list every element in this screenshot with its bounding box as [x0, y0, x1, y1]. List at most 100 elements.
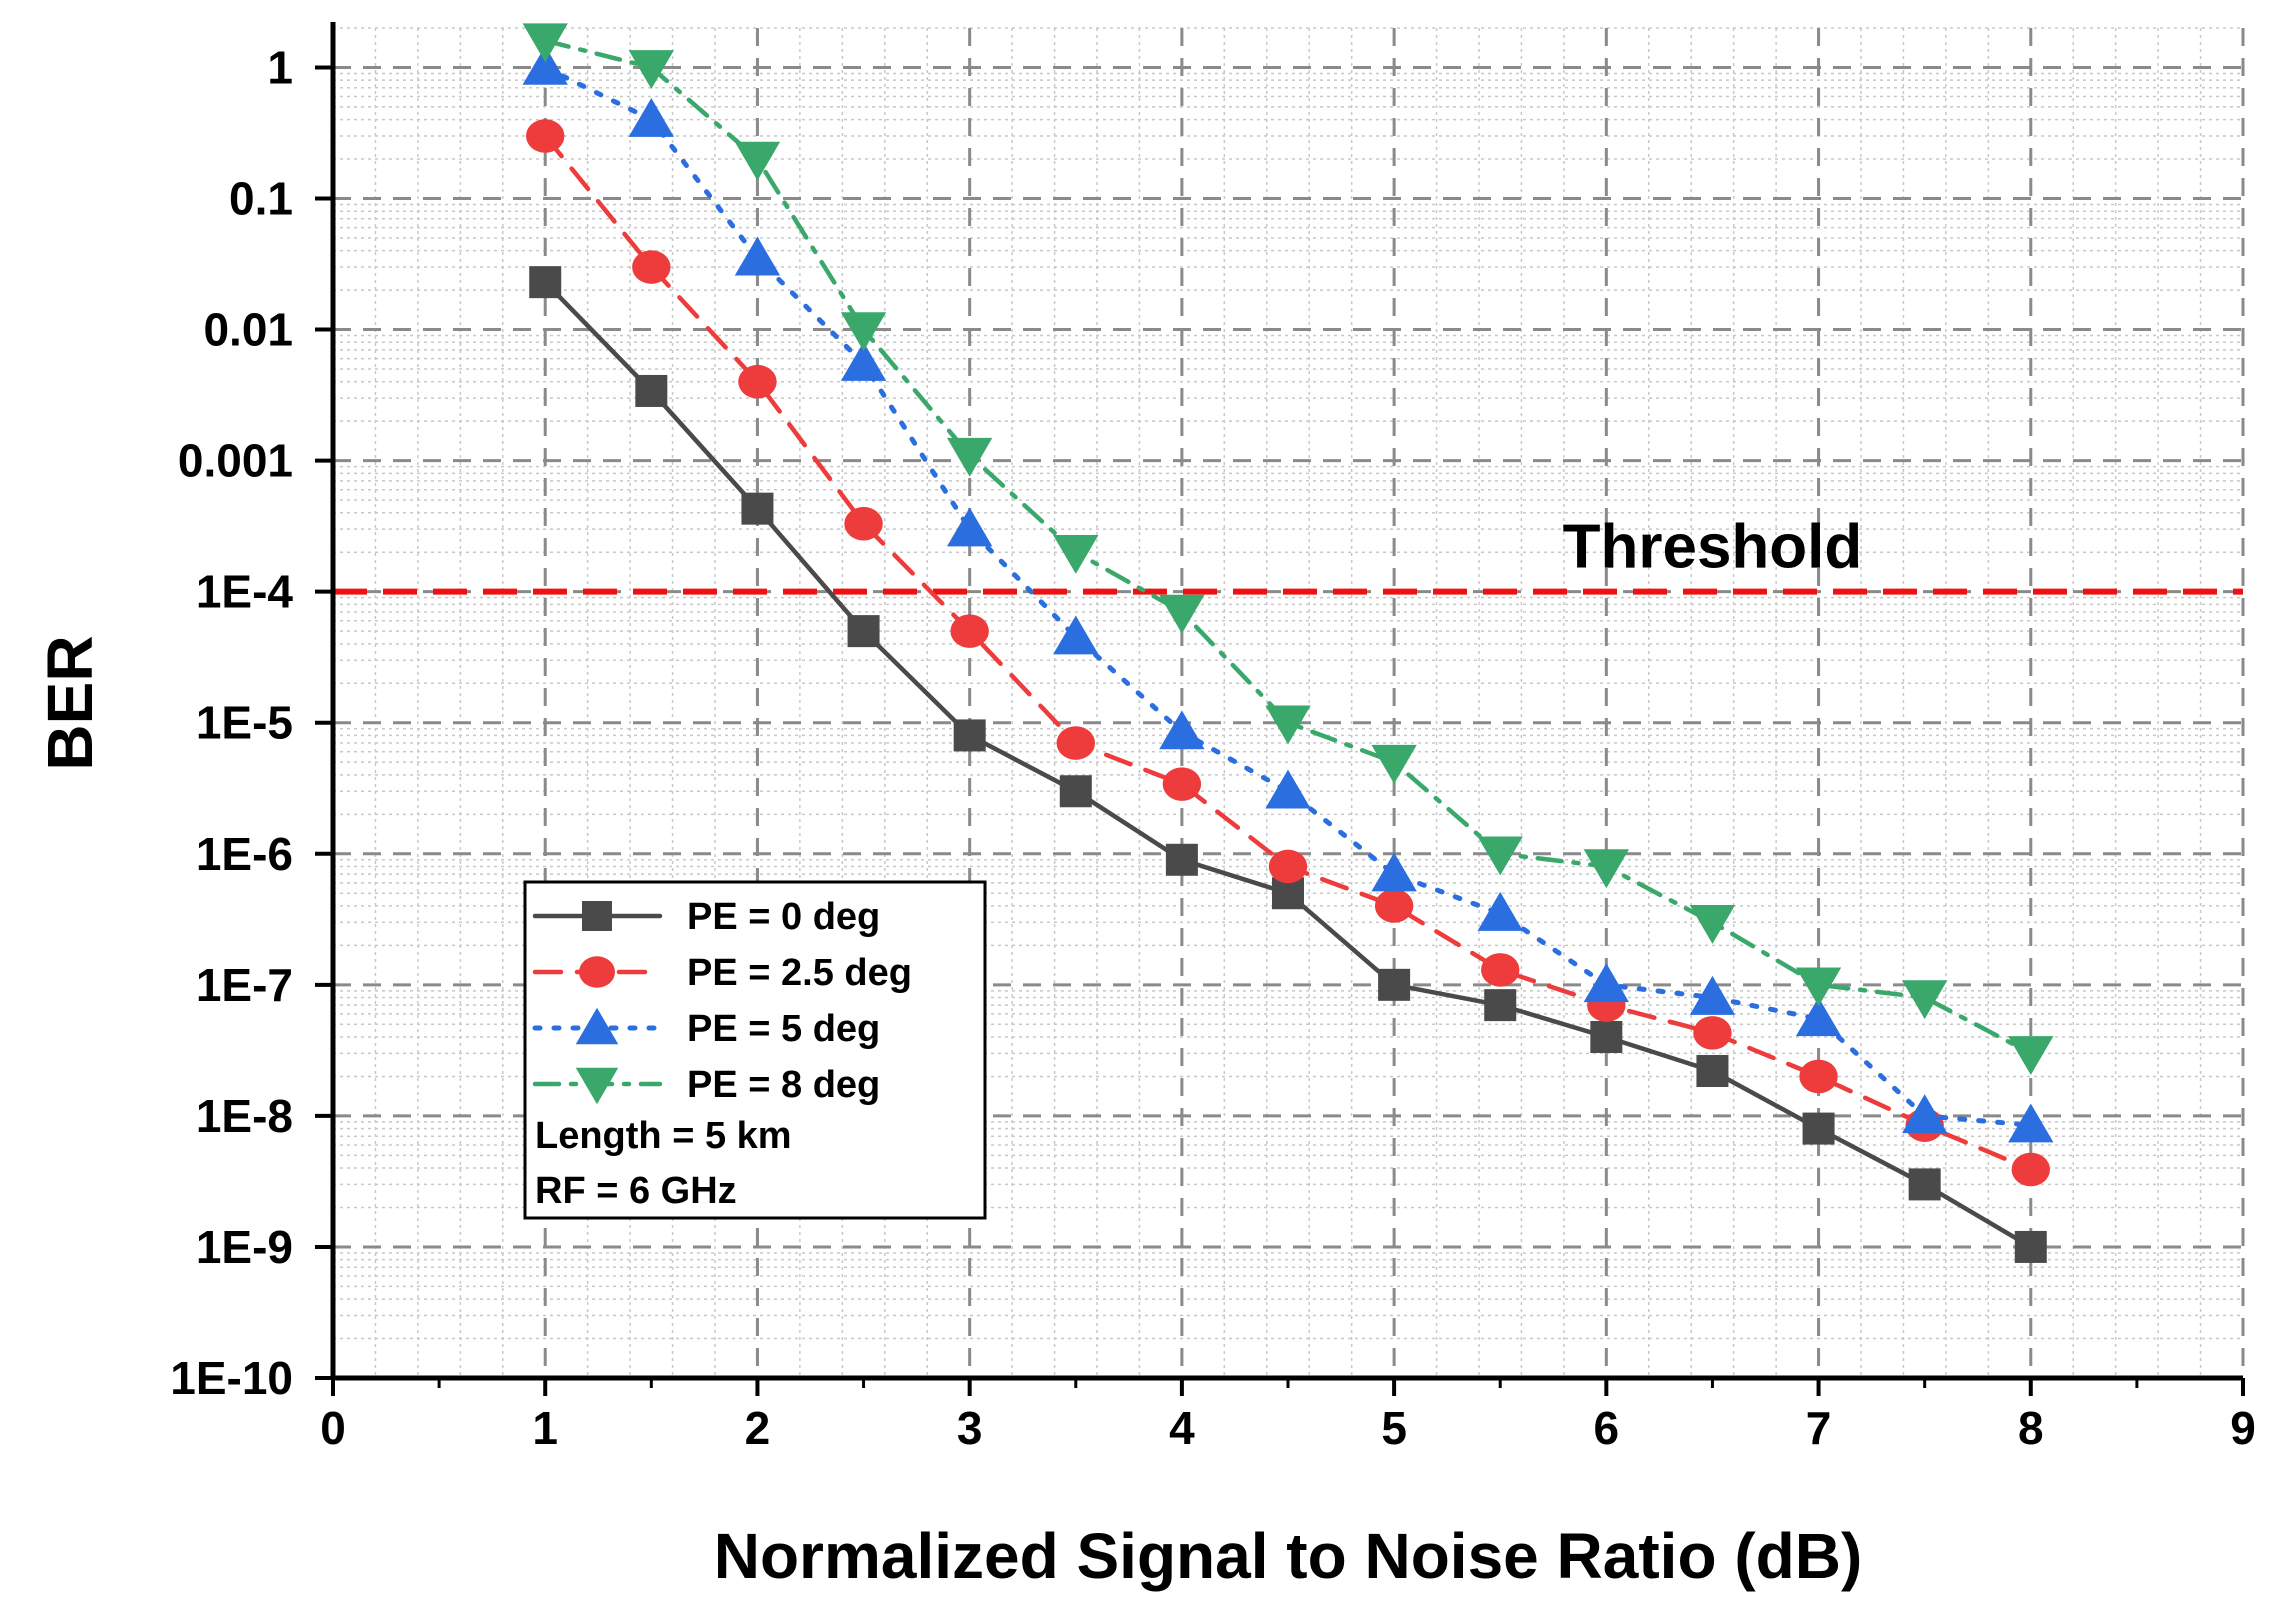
- legend-label: PE = 5 deg: [687, 1008, 880, 1050]
- x-tick-label: 3: [957, 1402, 983, 1454]
- series-point: [1901, 1094, 1948, 1134]
- y-tick-label: 1E-8: [196, 1090, 293, 1142]
- legend-entries: PE = 0 deg PE = 2.5 deg PE = 5 deg PE = 8 d…: [532, 896, 912, 1106]
- series-point: [2014, 1230, 2047, 1263]
- y-tick-label: 1E-4: [196, 566, 294, 618]
- series-point: [1799, 1059, 1838, 1094]
- series-point: [632, 250, 671, 284]
- series-point: [1689, 905, 1736, 944]
- y-tick-label: 0.01: [203, 304, 293, 356]
- legend-entry: PE = 2.5 deg: [532, 952, 912, 994]
- series-point: [2008, 1103, 2054, 1143]
- series-point: [840, 341, 887, 381]
- series-point: [1481, 953, 1520, 987]
- x-tick-label: 1: [532, 1402, 558, 1454]
- x-tick-label: 6: [1594, 1402, 1620, 1454]
- series-point: [628, 50, 675, 90]
- legend-label: PE = 8 deg: [687, 1064, 880, 1106]
- legend-entry: PE = 5 deg: [532, 1007, 880, 1050]
- series-2: [522, 45, 2054, 1143]
- x-tick-label: 9: [2230, 1402, 2256, 1454]
- x-tick-label: 5: [1381, 1402, 1407, 1454]
- series-line: [542, 64, 2034, 1128]
- series-point: [1265, 705, 1311, 745]
- y-tick-label: 0.1: [229, 173, 293, 225]
- threshold-layer: Threshold: [333, 513, 2243, 595]
- series-point: [1583, 963, 1630, 1003]
- series-point: [1378, 968, 1411, 1001]
- series-point: [1477, 836, 1523, 876]
- series-point: [1268, 849, 1308, 884]
- series-point: [1802, 1112, 1835, 1145]
- series-1: [526, 119, 2050, 1187]
- series-point: [1159, 710, 1205, 750]
- legend-swatch-marker: [575, 1067, 619, 1105]
- series-point: [1059, 775, 1092, 808]
- series-point: [1371, 852, 1417, 892]
- x-tick-label: 0: [320, 1402, 346, 1454]
- legend-label: PE = 0 deg: [687, 896, 880, 938]
- series-point: [1162, 767, 1202, 801]
- legend-note-length: Length = 5 km: [535, 1115, 792, 1157]
- series-point: [1901, 980, 1948, 1020]
- series-point: [522, 23, 568, 63]
- x-ticks: 0 1 2 3 4 5 6 7 8 9: [320, 1378, 2256, 1454]
- x-tick-label: 7: [1806, 1402, 1832, 1454]
- y-tick-label: 1E-7: [196, 959, 293, 1011]
- series-point: [734, 141, 781, 181]
- series-point: [1908, 1168, 1941, 1201]
- series-point: [840, 312, 887, 352]
- series-point: [1590, 1020, 1623, 1053]
- series-point: [522, 45, 568, 85]
- series-point: [1056, 726, 1095, 760]
- series-layer: [522, 23, 2054, 1263]
- series-point: [628, 98, 675, 137]
- series-point: [844, 506, 883, 541]
- y-ticks: 1 0.1 0.01 0.001 1E-4 1E-5 1E-6 1E-7 1E-8 1E-9 1E-…: [170, 41, 333, 1404]
- series-point: [529, 266, 562, 299]
- series-3: [522, 23, 2054, 1075]
- x-tick-label: 2: [745, 1402, 771, 1454]
- series-point: [950, 614, 989, 648]
- legend-label: PE = 2.5 deg: [687, 952, 912, 994]
- series-point: [1795, 967, 1842, 1007]
- series-0: [529, 266, 2047, 1263]
- series-point: [1484, 989, 1517, 1022]
- series-point: [2008, 1036, 2054, 1075]
- series-point: [1689, 975, 1736, 1015]
- y-tick-label: 1: [267, 41, 293, 93]
- series-point: [1374, 889, 1414, 923]
- series-point: [2011, 1152, 2050, 1187]
- y-axis-title: BER: [34, 635, 106, 770]
- series-point: [946, 437, 993, 477]
- series-point: [526, 119, 565, 153]
- legend-entry: PE = 8 deg: [532, 1064, 880, 1106]
- series-point: [1165, 843, 1198, 876]
- x-tick-label: 4: [1169, 1402, 1195, 1454]
- series-point: [1477, 891, 1523, 931]
- series-point: [1696, 1055, 1729, 1088]
- series-point: [1693, 1016, 1732, 1050]
- y-tick-label: 1E-10: [170, 1352, 293, 1404]
- series-point: [953, 719, 986, 752]
- series-point: [635, 374, 668, 407]
- legend-swatch-marker: [582, 901, 612, 931]
- series-point: [1053, 615, 1099, 655]
- series-point: [1371, 744, 1417, 784]
- series-point: [946, 507, 993, 547]
- series-point: [1265, 769, 1311, 809]
- x-tick-label: 8: [2018, 1402, 2044, 1454]
- series-point: [1795, 997, 1842, 1037]
- y-tick-label: 1E-5: [196, 697, 293, 749]
- x-axis-title: Normalized Signal to Noise Ratio (dB): [714, 1520, 1863, 1592]
- series-point: [741, 492, 774, 525]
- series-point: [1583, 849, 1630, 889]
- series-line: [542, 38, 2034, 1056]
- y-tick-label: 0.001: [178, 435, 293, 487]
- legend-note-rf: RF = 6 GHz: [535, 1170, 737, 1212]
- threshold-label: Threshold: [1563, 513, 1863, 582]
- legend-swatch-marker: [575, 1007, 619, 1045]
- series-point: [847, 615, 880, 648]
- legend-swatch-marker: [579, 956, 615, 988]
